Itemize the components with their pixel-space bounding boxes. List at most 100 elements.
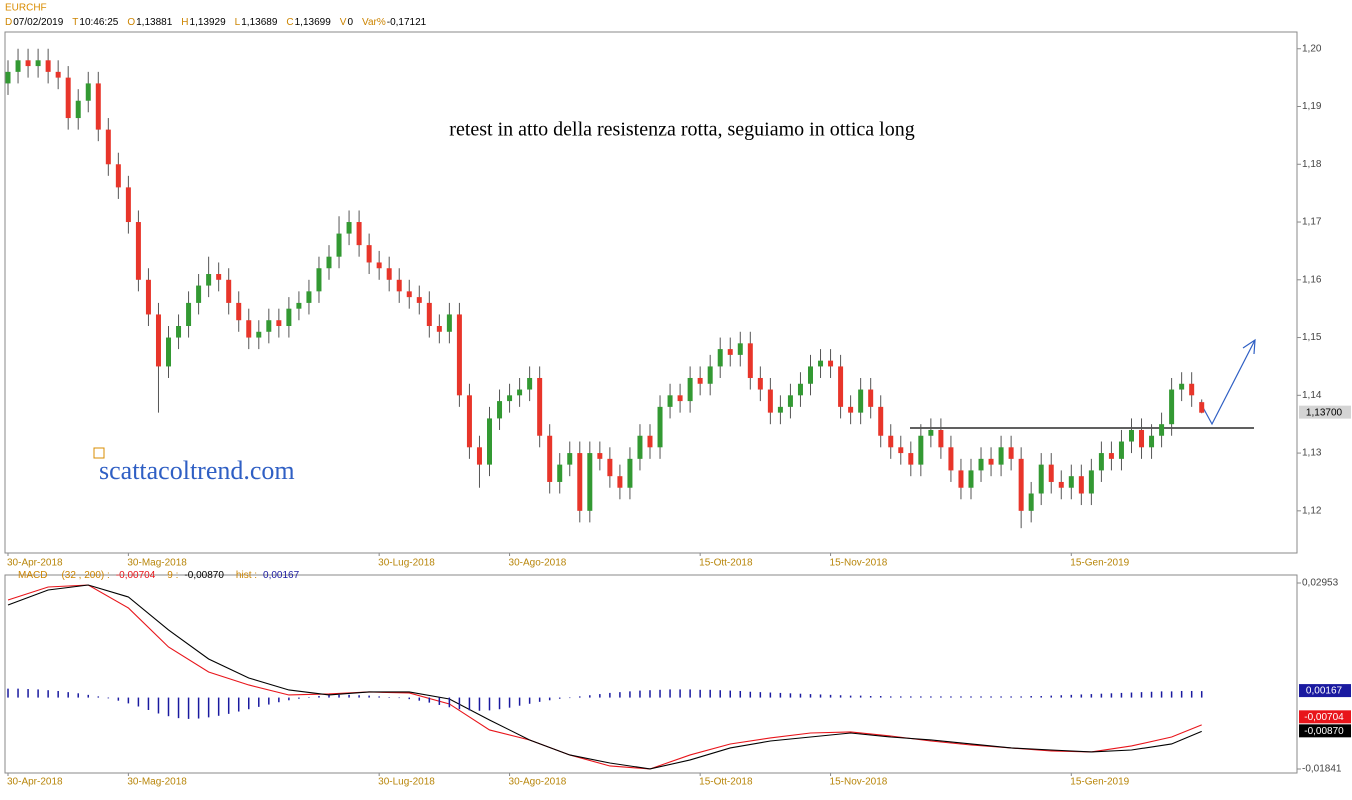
y-tick-label: 1,13 <box>1302 448 1322 459</box>
hist-bar <box>709 689 711 698</box>
candle-body <box>838 366 844 407</box>
candle-body <box>1139 429 1145 448</box>
candle-body <box>296 302 302 309</box>
legend-params: (32 , 200) : <box>61 570 109 581</box>
hist-bar <box>278 697 280 703</box>
candle-body <box>1128 429 1134 442</box>
hist-bar <box>1190 690 1193 698</box>
legend-value: -0,00704 <box>116 570 156 581</box>
macd-panel <box>4 574 1298 774</box>
candle-body <box>627 458 633 488</box>
candle-body <box>145 279 151 315</box>
hist-bar <box>1160 691 1163 698</box>
x-tick-label: 15-Gen-2019 <box>1070 777 1129 788</box>
info-key: O <box>127 17 135 28</box>
hist-bar <box>1040 696 1042 698</box>
hist-bar <box>217 697 220 716</box>
arrow-head <box>1242 338 1256 355</box>
hist-bar <box>147 697 150 710</box>
hist-bar <box>57 690 59 698</box>
hist-bar <box>689 689 691 698</box>
candle-body <box>316 268 322 292</box>
y-tick-label: 1,17 <box>1302 217 1322 228</box>
candle-body <box>848 406 854 413</box>
candle-body <box>617 476 623 488</box>
candle-body <box>246 320 252 338</box>
x-tick-label: 15-Nov-2018 <box>830 777 888 788</box>
candle-body <box>497 401 503 419</box>
hist-bar <box>17 688 19 698</box>
candle-body <box>95 83 101 130</box>
candle-body <box>276 320 282 327</box>
candle-body <box>1008 447 1014 459</box>
candle-body <box>828 360 834 367</box>
hist-bar <box>940 696 942 698</box>
hist-bar <box>1150 691 1153 698</box>
candle-body <box>65 77 71 119</box>
candle-body <box>948 447 954 471</box>
hist-bar <box>669 689 671 698</box>
candle-body <box>1118 441 1124 459</box>
candle-body <box>206 274 212 286</box>
info-row: D07/02/2019 T10:46:25 O1,13881 H1,13929 L1,1… <box>5 17 427 28</box>
info-key: T <box>72 17 78 28</box>
hist-bar <box>1010 696 1012 698</box>
y-tick-label: 1,20 <box>1302 43 1322 54</box>
hist-bar <box>157 697 160 714</box>
hist-bar <box>87 694 90 698</box>
hist-bar <box>328 695 330 698</box>
candle-body <box>466 395 472 448</box>
x-tick-label: 15-Ott-2018 <box>699 558 753 569</box>
last-price-box <box>1299 405 1351 419</box>
price-panel <box>4 31 1298 554</box>
hist-bar <box>659 689 661 698</box>
hist-bar <box>1000 696 1002 698</box>
hist-bar <box>930 696 932 698</box>
candle-body <box>727 349 733 355</box>
candle-body <box>968 470 974 488</box>
legend-name: MACD <box>18 570 47 581</box>
candle-body <box>918 435 924 465</box>
candle-body <box>1068 476 1074 488</box>
info-value: -0,17121 <box>387 17 427 28</box>
candle-body <box>557 464 563 482</box>
hist-bar <box>1140 692 1143 698</box>
hist-bar <box>338 694 340 698</box>
hist-bar <box>348 694 350 698</box>
hist-bar <box>1090 694 1093 698</box>
hist-bar <box>388 697 390 698</box>
candle-body <box>266 320 272 332</box>
hist-bar <box>558 697 561 699</box>
y-tick-label: 0,02953 <box>1302 578 1339 589</box>
candle-body <box>1169 389 1175 425</box>
x-tick-label: 30-Lug-2018 <box>378 777 435 788</box>
candle-body <box>5 71 11 84</box>
candle-body <box>647 435 653 448</box>
candle-body <box>988 458 994 465</box>
info-value: 07/02/2019 <box>13 17 63 28</box>
candle-body <box>166 337 172 367</box>
x-tick-label: 15-Gen-2019 <box>1070 558 1129 569</box>
hist-bar <box>237 697 240 712</box>
candle-body <box>938 429 944 448</box>
hist-bar <box>187 697 190 719</box>
candle-body <box>527 377 533 390</box>
candle-body <box>637 435 643 459</box>
hist-bar <box>609 692 611 698</box>
candle-body <box>336 233 342 257</box>
hist-bar <box>127 697 130 704</box>
hist-bar <box>177 697 180 719</box>
x-tick-label: 30-Ago-2018 <box>509 777 567 788</box>
hist-bar <box>538 697 541 702</box>
candle-body <box>1058 481 1064 488</box>
info-key: Var% <box>362 17 386 28</box>
hist-bar <box>619 692 621 698</box>
info-key: L <box>235 17 241 28</box>
x-tick-label: 30-Mag-2018 <box>127 777 187 788</box>
x-tick-label: 15-Ott-2018 <box>699 777 753 788</box>
annotation: retest in atto della resistenza rotta, s… <box>449 119 914 141</box>
candle-body <box>1038 464 1044 494</box>
candle-body <box>1078 476 1084 494</box>
candle-body <box>777 406 783 413</box>
hist-bar <box>248 697 250 710</box>
